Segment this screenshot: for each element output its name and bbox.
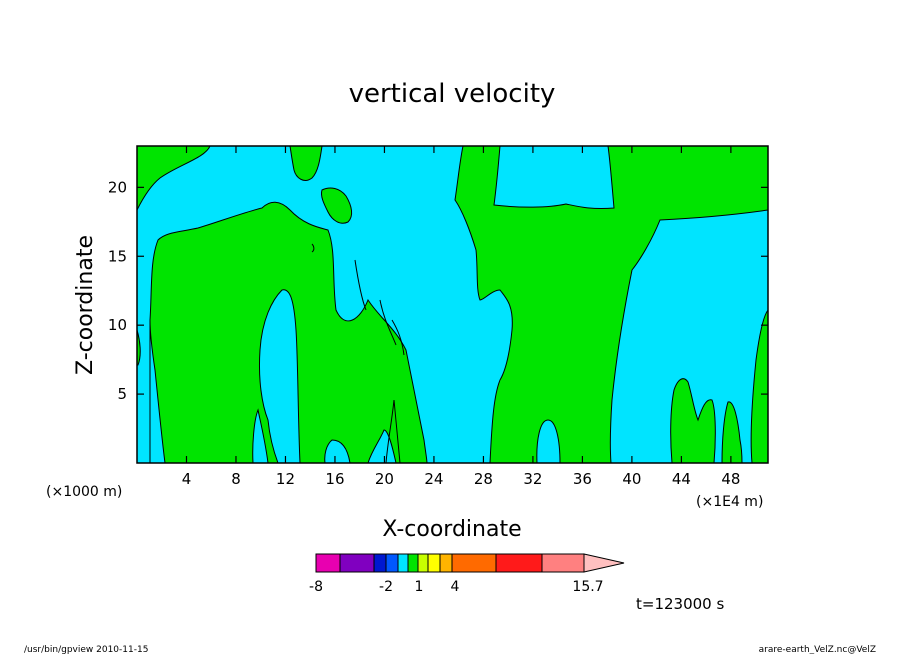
- colorbar-tick-label: 15.7: [572, 579, 603, 595]
- x-tick-label: 24: [424, 470, 443, 488]
- colorbar-arrow: [583, 553, 625, 573]
- green-region-top-left: [137, 146, 211, 211]
- y-tick-label: 10: [108, 316, 127, 334]
- y-tick-label: 15: [108, 247, 127, 265]
- colorbar-segment: [397, 553, 409, 573]
- colorbar-segment: [407, 553, 419, 573]
- time-label: t=123000 s: [636, 595, 724, 613]
- colorbar-segment: [373, 553, 387, 573]
- colorbar-segment: [451, 553, 497, 573]
- colorbar-segment: [541, 553, 585, 573]
- x-axis: 4 8 12 16 20 24 28 32 36 40 44 48: [182, 146, 740, 488]
- x-tick-label: 32: [523, 470, 542, 488]
- y-axis-label: Z-coordinate: [73, 235, 98, 375]
- x-tick-label: 44: [672, 470, 691, 488]
- green-region-small-blob: [321, 187, 353, 224]
- green-region-top-center-bump: [289, 146, 323, 181]
- y-tick-label: 20: [108, 178, 127, 196]
- y-axis: 5 10 15 20: [108, 178, 768, 403]
- colorbar: -8 -2 1 4 15.7: [309, 553, 625, 595]
- footer-file-variable: arare-earth_VelZ.nc@VelZ: [759, 645, 876, 654]
- x-tick-label: 28: [474, 470, 493, 488]
- x-tick-label: 12: [276, 470, 295, 488]
- colorbar-segment: [339, 553, 375, 573]
- colorbar-segment: [439, 553, 453, 573]
- chart-title: vertical velocity: [349, 79, 556, 109]
- plot-frame: [136, 145, 769, 464]
- x-axis-scale-note-right: (×1E4 m): [696, 494, 763, 510]
- x-tick-label: 40: [622, 470, 641, 488]
- colorbar-segment: [385, 553, 399, 573]
- y-tick-label: 5: [117, 385, 127, 403]
- plot-area: [137, 146, 768, 463]
- green-region-bottom-right-island-b: [721, 401, 743, 463]
- footer-program-date: /usr/bin/gpview 2010-11-15: [24, 645, 148, 654]
- colorbar-segment: [315, 553, 341, 573]
- x-tick-label: 20: [375, 470, 394, 488]
- colorbar-segment: [427, 553, 441, 573]
- colorbar-segment: [495, 553, 543, 573]
- x-tick-label: 48: [721, 470, 740, 488]
- colorbar-segment: [417, 553, 429, 573]
- green-region-left-edge: [137, 329, 141, 366]
- contour-noise: [311, 243, 405, 463]
- x-tick-label: 36: [573, 470, 592, 488]
- green-region-right-edge: [750, 309, 768, 463]
- colorbar-tick-label: -2: [379, 579, 393, 595]
- green-contour-regions: [137, 146, 768, 463]
- green-region-left-center: [149, 201, 428, 463]
- colorbar-tick-label: -8: [309, 579, 323, 595]
- colorbar-tick-label: 1: [415, 579, 424, 595]
- x-tick-label: 16: [325, 470, 344, 488]
- x-axis-scale-note-left: (×1000 m): [46, 484, 122, 500]
- x-tick-label: 8: [231, 470, 241, 488]
- x-tick-label: 4: [182, 470, 192, 488]
- green-region-bottom-right-island-a: [670, 378, 716, 463]
- x-axis-label: X-coordinate: [382, 517, 521, 542]
- colorbar-tick-label: 4: [451, 579, 460, 595]
